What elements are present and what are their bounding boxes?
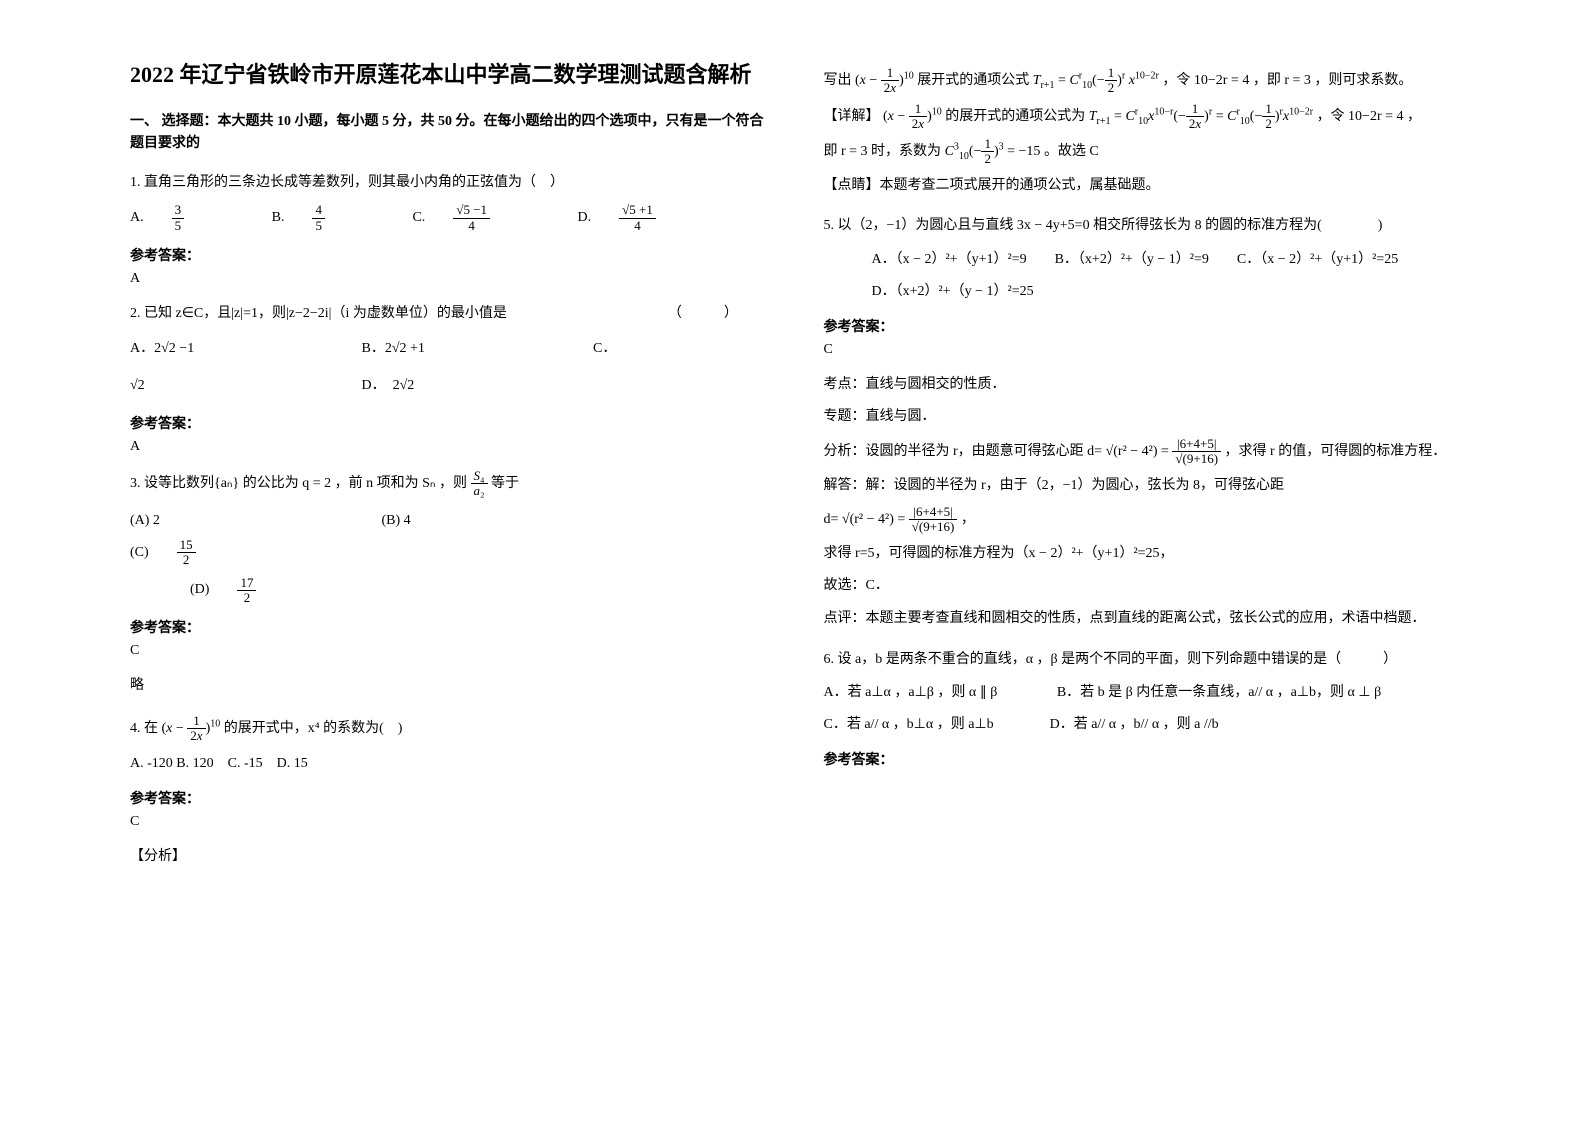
q1-ans-label: 参考答案： [130,245,764,265]
q5-stem: 5. 以（2，−1）为圆心且与直线 3x − 4y+5=0 相交所得弦长为 8 … [824,213,1458,238]
q3-opt-b: (B) 4 [382,506,642,537]
left-column: 2022 年辽宁省铁岭市开原莲花本山中学高二数学理测试题含解析 一、 选择题：本… [100,60,794,876]
q2-opt-a: A．2√2 −1 [130,334,330,365]
q5-ans: C [824,342,1458,358]
frac-sqrt5m1-4: √5 −14 [453,203,518,233]
q3-ans-label: 参考答案： [130,617,764,637]
q2-stem: 2. 已知 z∈C，且|z|=1，则|z−2−2i|（i 为虚数单位）的最小值是… [130,301,764,326]
q4-stem: 4. 在 (x − 12x)10 的展开式中，x⁴ 的系数为( ) [130,714,764,744]
q2-options-line2: √2 D． 2√2 [130,371,764,402]
section-heading: 一、 选择题：本大题共 10 小题，每小题 5 分，共 50 分。在每小题给出的… [130,111,764,156]
q2-options-line1: A．2√2 −1 B．2√2 +1 C． [130,334,764,365]
q2-ans-label: 参考答案： [130,413,764,433]
expr-d2: √(r² − 4²) = |6+4+5|√(9+16) [842,512,957,527]
q1-opt-d: D.√5 +14 [578,203,712,234]
q3-options-2: (D) 172 [130,575,764,607]
frac-s4-a2: S₄a₂ [471,469,488,499]
q5-opts-1: A．（x − 2）²+（y+1）²=9 B．（x+2）²+（y − 1）²=9 … [872,247,1458,274]
q2-ans: A [130,439,764,455]
q6-line1: A．若 a⊥α ，a⊥β ，则 α ∥ β B．若 b 是 β 内任意一条直线，… [824,680,1458,707]
r-line2: 【详解】 (x − 12x)10 的展开式的通项公式为 Tr+1 = Cr10x… [824,102,1458,132]
q1-opt-b: B.45 [272,203,381,234]
expr-binom-2: (x − 12x)10 [883,109,942,124]
q3-opt-a: (A) 2 [130,506,350,537]
q5-ans-label: 参考答案： [824,316,1458,336]
q4-options: A. -120 B. 120 C. -15 D. 15 [130,751,764,778]
expr-coef: C310(−12)3 = −15 [945,144,1041,159]
q3-opt-c: (C) 152 [130,538,252,569]
frac-15-2: 152 [177,538,224,568]
q3-extra: 略 [130,673,764,700]
q5-s1: 考点：直线与圆相交的性质． [824,372,1458,399]
q2-opt-b: B．2√2 +1 [362,334,562,365]
q5-s5: d= √(r² − 4²) = |6+4+5|√(9+16) ， [824,505,1458,535]
page-title: 2022 年辽宁省铁岭市开原莲花本山中学高二数学理测试题含解析 [130,60,764,91]
frac-sqrt5p1-4: √5 +14 [619,203,684,233]
r-line3: 即 r = 3 时，系数为 C310(−12)3 = −15 。故选 C [824,137,1458,167]
expr-binom-1: (x − 12x)10 [855,73,914,88]
expr-term-1: Tr+1 = Cr10(−12)r x10−2r [1033,73,1159,88]
expr-d1: √(r² − 4²) = |6+4+5|√(9+16) [1106,444,1221,459]
q5-s4: 解答：解：设圆的半径为 r，由于（2，−1）为圆心，弦长为 8，可得弦心距 [824,473,1458,500]
q6-stem: 6. 设 a，b 是两条不重合的直线，α ，β 是两个不同的平面，则下列命题中错… [824,647,1458,672]
q2-opt-c2: √2 [130,371,330,402]
expr-x-1-2x-10: (x − 12x)10 [162,721,221,736]
q2-opt-c: C． [593,334,616,365]
q3-ans: C [130,643,764,659]
r-line1: 写出 (x − 12x)10 展开式的通项公式 Tr+1 = Cr10(−12)… [824,66,1458,96]
q5-s3: 分析：设圆的半径为 r，由题意可得弦心距 d= √(r² − 4²) = |6+… [824,437,1458,467]
q5-s7: 故选：C． [824,573,1458,600]
q3-opt-d: (D) 172 [190,575,312,606]
expr-term-2: Tr+1 = Cr10x10−r(−12x)r = Cr10(−12)rx10−… [1089,109,1313,124]
q1-stem: 1. 直角三角形的三条边长成等差数列，则其最小内角的正弦值为（ ） [130,170,764,195]
q5-s8: 点评：本题主要考查直线和圆相交的性质，点到直线的距离公式，弦长公式的应用，术语中… [824,606,1458,633]
q5-s2: 专题：直线与圆． [824,404,1458,431]
q2-opt-d: D． 2√2 [362,371,415,402]
q1-ans: A [130,271,764,287]
q4-analysis-label: 【分析】 [130,844,764,871]
q1-opt-c: C.√5 −14 [412,203,546,234]
q3-stem: 3. 设等比数列{aₙ} 的公比为 q = 2 ，前 n 项和为 Sₙ ，则 S… [130,469,764,499]
exam-page: 2022 年辽宁省铁岭市开原莲花本山中学高二数学理测试题含解析 一、 选择题：本… [0,0,1587,916]
r-line4: 【点睛】本题考查二项式展开的通项公式，属基础题。 [824,173,1458,200]
q6-line2: C．若 a// α ，b⊥α ，则 a⊥b D．若 a// α ，b// α ，… [824,712,1458,739]
q3-options: (A) 2 (B) 4 (C) 152 [130,506,764,569]
right-column: 写出 (x − 12x)10 展开式的通项公式 Tr+1 = Cr10(−12)… [794,60,1488,876]
q5-s6: 求得 r=5，可得圆的标准方程为（x − 2）²+（y+1）²=25， [824,541,1458,568]
frac-17-2: 172 [237,576,284,606]
q1-options: A.35 B.45 C.√5 −14 D.√5 +14 [130,203,764,235]
q4-ans-label: 参考答案： [130,788,764,808]
q5-opts-2: D．（x+2）²+（y − 1）²=25 [872,279,1458,306]
q4-ans: C [130,814,764,830]
q1-opt-a: A.35 [130,203,240,234]
q6-ans-label: 参考答案： [824,749,1458,769]
frac-3-5: 35 [172,203,213,233]
frac-4-5: 45 [312,203,353,233]
